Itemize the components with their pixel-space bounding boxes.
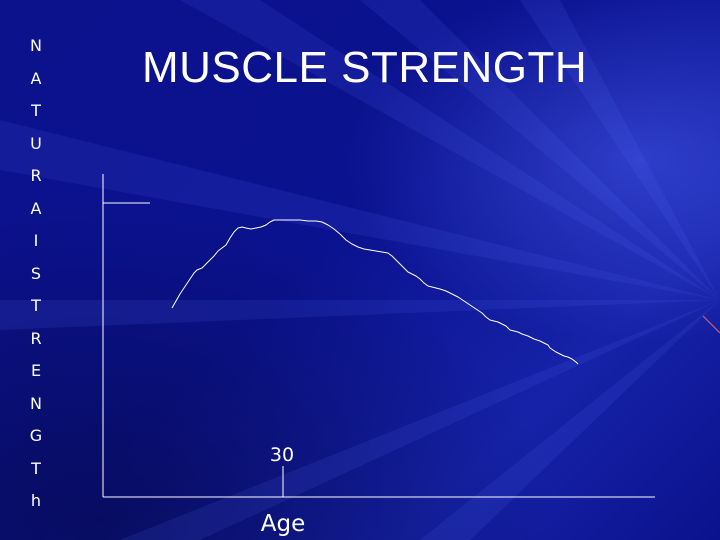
peak-marker-label: 30: [270, 444, 294, 466]
slide-title: MUSCLE STRENGTH: [142, 43, 588, 92]
vertical-label-letter: h: [30, 491, 42, 510]
vertical-label-letter: T: [31, 296, 41, 315]
vertical-label-letter: R: [30, 328, 42, 348]
vertical-label-letter: E: [30, 361, 42, 380]
vertical-label-letter: I: [33, 231, 39, 250]
vertical-label-letter: G: [29, 426, 43, 445]
vertical-label-letter: N: [30, 36, 42, 55]
vertical-label-letter: A: [30, 68, 42, 88]
vertical-label-letter: S: [30, 263, 42, 283]
x-axis-label: Age: [261, 511, 305, 537]
strength-curve: [171, 219, 579, 365]
vertical-label-letter: T: [31, 101, 41, 120]
vertical-label-letter: N: [30, 393, 42, 413]
vertical-label-letter: A: [30, 198, 42, 218]
vertical-label-letter: U: [30, 133, 42, 153]
vertical-label-letter: R: [30, 166, 42, 185]
vertical-label-letter: T: [31, 458, 41, 478]
